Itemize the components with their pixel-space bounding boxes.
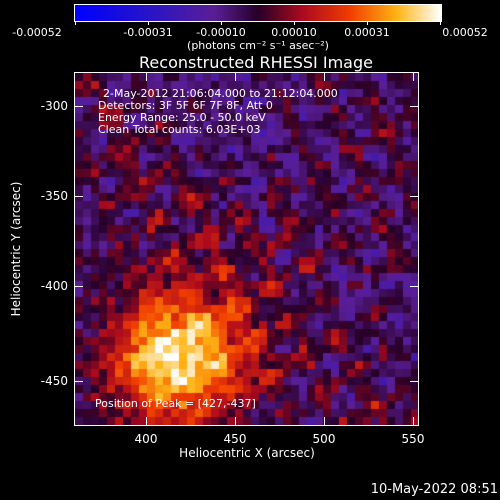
y-tick-mark <box>410 286 418 287</box>
colorbar <box>74 4 442 22</box>
x-tick-label: 450 <box>223 432 247 446</box>
y-tick-mark <box>410 196 418 197</box>
x-tick-mark <box>146 73 147 81</box>
colorbar-label: -0.00010 <box>196 26 246 39</box>
x-tick-mark <box>413 73 414 81</box>
x-tick-mark <box>146 417 147 425</box>
x-tick-label: 400 <box>134 432 158 446</box>
peak-position-label: Position of Peak = [427,-437] <box>95 397 256 410</box>
colorbar-label: 0.00052 <box>442 26 488 39</box>
x-tick-mark <box>235 73 236 81</box>
x-axis-title: Heliocentric X (arcsec) <box>179 446 315 460</box>
detectors-label: Detectors: 3F 5F 6F 7F 8F, Att 0 <box>98 99 273 112</box>
colorbar-tick <box>221 21 222 25</box>
colorbar-label: 0.00031 <box>344 26 390 39</box>
y-tick-mark <box>410 106 418 107</box>
colorbar-tick <box>294 21 295 25</box>
colorbar-tick <box>148 21 149 25</box>
time-range-label: 2-May-2012 21:06:04.000 to 21:12:04.000 <box>103 87 338 100</box>
x-tick-label: 500 <box>312 432 336 446</box>
y-tick-label: -350 <box>40 189 68 203</box>
y-tick-mark <box>75 106 83 107</box>
x-tick-label: 550 <box>401 432 425 446</box>
x-tick-mark <box>324 73 325 81</box>
y-tick-label: -450 <box>40 374 68 388</box>
x-tick-mark <box>235 417 236 425</box>
timestamp: 10-May-2022 08:51 <box>370 482 498 497</box>
colorbar-units: (photons cm⁻² s⁻¹ asec⁻²) <box>187 39 329 52</box>
colorbar-label: -0.00031 <box>123 26 173 39</box>
y-tick-mark <box>75 196 83 197</box>
x-tick-mark <box>324 417 325 425</box>
clean-counts-label: Clean Total counts: 6.03E+03 <box>98 123 261 136</box>
y-tick-mark <box>75 286 83 287</box>
y-axis-title: Heliocentric Y (arcsec) <box>9 181 23 317</box>
energy-range-label: Energy Range: 25.0 - 50.0 keV <box>98 111 266 124</box>
reconstructed-image <box>75 73 418 425</box>
colorbar-tick <box>75 21 76 25</box>
y-tick-label: -400 <box>40 279 68 293</box>
colorbar-label: -0.00052 <box>12 26 62 39</box>
colorbar-label: 0.00010 <box>271 26 317 39</box>
x-tick-mark <box>413 417 414 425</box>
colorbar-tick <box>440 21 441 25</box>
colorbar-tick <box>367 21 368 25</box>
y-tick-label: -300 <box>40 99 68 113</box>
y-tick-mark <box>75 381 83 382</box>
y-tick-mark <box>410 381 418 382</box>
image-title: Reconstructed RHESSI Image <box>139 53 373 72</box>
